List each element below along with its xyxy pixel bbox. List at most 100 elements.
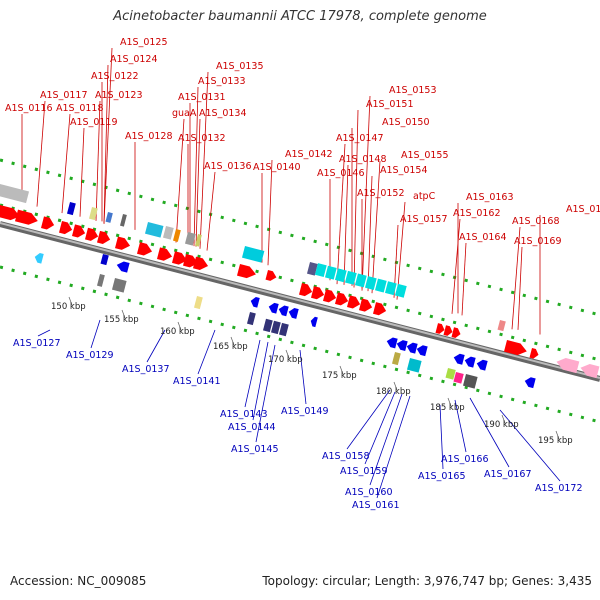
forward-gene-arrow	[358, 298, 373, 312]
reverse-label-a1s_0165: A1S_0165	[418, 471, 466, 482]
backbone	[0, 221, 600, 382]
forward-gene-arrow	[435, 323, 445, 334]
reverse-leader	[369, 393, 403, 486]
reverse-label-a1s_0166: A1S_0166	[441, 454, 489, 465]
gene-grey	[162, 226, 174, 240]
forward-label-a1s_0168: A1S_0168	[512, 216, 560, 227]
reverse-label-a1s_0158: A1S_0158	[322, 451, 370, 462]
reverse-label-a1s_0145: A1S_0145	[231, 444, 279, 455]
forward-label-a1s_0132: A1S_0132	[178, 133, 226, 144]
kbp-tick-label: 155 kbp	[104, 315, 139, 325]
forward-leader	[336, 143, 346, 285]
gene-block	[445, 368, 456, 380]
gene-cyan	[241, 246, 265, 263]
forward-label-a1s_0124: A1S_0124	[110, 54, 158, 65]
kbp-tick-mark	[68, 296, 73, 306]
reverse-leader	[346, 389, 391, 450]
forward-gene-arrow	[40, 216, 55, 230]
accession-text: Accession: NC_009085	[10, 574, 147, 588]
reverse-gene-arrow	[453, 353, 465, 365]
kbp-tick-label: 150 kbp	[51, 302, 86, 312]
reverse-leader	[439, 404, 444, 470]
reverse-gene-arrow	[310, 316, 318, 328]
reverse-label-a1s_0167: A1S_0167	[484, 469, 532, 480]
reverse-gene-arrow	[464, 356, 476, 368]
kbp-ticks: 150 kbp 155 kbp 160 kbp 165 kbp 170 kbp 175 k…	[51, 296, 573, 446]
gene-block	[193, 296, 203, 310]
reverse-gene-arrow	[406, 342, 418, 354]
forward-gene-arrow	[346, 295, 361, 309]
reverse-label-a1s_0149: A1S_0149	[281, 406, 329, 417]
reverse-gene-arrow	[396, 340, 408, 352]
gene-grey	[184, 232, 196, 246]
gene-orange	[172, 228, 181, 242]
reverse-leader	[90, 319, 101, 349]
topology-text: Topology: circular; Length: 3,976,747 bp…	[262, 574, 592, 588]
kbp-tick-mark	[177, 321, 182, 331]
kbp-tick-mark	[555, 430, 560, 440]
forward-label-a1s_0118: A1S_0118	[56, 103, 104, 114]
forward-gene-arrow	[443, 325, 453, 336]
gene-cyan	[394, 283, 407, 298]
reverse-leader	[469, 397, 510, 468]
forward-label-a1s_0170: A1S_0170	[566, 204, 600, 215]
reverse-label-a1s_0143: A1S_0143	[220, 409, 268, 420]
gene-block	[119, 214, 127, 227]
kbp-tick-mark	[339, 365, 344, 375]
reverse-leader	[454, 399, 467, 453]
forward-leader	[371, 160, 381, 294]
forward-label-a1s_0148: A1S_0148	[339, 154, 387, 165]
reverse-gene-arrow	[288, 308, 299, 319]
label-leader-lines	[21, 47, 561, 499]
forward-gene-arrow	[236, 264, 256, 279]
forward-label-a1s_0147: A1S_0147	[336, 133, 384, 144]
gene-pink	[497, 320, 506, 332]
gene-grey	[111, 278, 127, 293]
forward-gene-arrow	[0, 205, 20, 221]
forward-leader	[353, 109, 359, 288]
gene-block	[270, 320, 281, 335]
kbp-tick-label: 160 kbp	[160, 327, 195, 337]
forward-label-a1s_0136: A1S_0136	[204, 161, 252, 172]
forward-gene-arrow	[451, 327, 461, 338]
forward-label-a1s_0131: A1S_0131	[178, 92, 226, 103]
gene-cyan	[364, 276, 377, 290]
reverse-gene-arrow	[250, 297, 260, 308]
gene-block	[518, 374, 524, 379]
forward-leader	[36, 100, 46, 207]
dotted-guides	[0, 158, 600, 424]
forward-gene-arrow	[96, 230, 111, 244]
dotted-line-mid-top	[0, 203, 600, 362]
forward-gene-arrow	[171, 251, 188, 265]
gene-cyan	[314, 263, 327, 278]
genome-map: 150 kbp 155 kbp 160 kbp 165 kbp 170 kbp 175 k…	[0, 37, 600, 511]
gene-grey	[462, 374, 478, 389]
gene-cyan	[324, 265, 337, 280]
forward-leader	[61, 113, 71, 214]
forward-label-a1s_0162: A1S_0162	[453, 208, 501, 219]
forward-leader	[103, 64, 109, 223]
forward-label-a1s_0155: A1S_0155	[401, 150, 449, 161]
reverse-gene-arrow	[416, 345, 428, 357]
gene-block	[306, 262, 318, 276]
forward-label-a1s_0152: A1S_0152	[357, 188, 405, 199]
gene-block	[391, 352, 401, 366]
forward-gene-arrow	[84, 227, 99, 241]
reverse-leader	[376, 395, 411, 499]
forward-label-a1s_0169: A1S_0169	[514, 236, 562, 247]
kbp-tick-mark	[393, 381, 398, 391]
reverse-gene-arrow	[386, 337, 398, 349]
reverse-leader	[197, 329, 216, 375]
forward-label-a1s_0125: A1S_0125	[120, 37, 168, 48]
kbp-tick-mark	[121, 309, 126, 319]
forward-leader	[206, 171, 216, 251]
gene-cyan	[406, 358, 422, 373]
forward-leader	[343, 164, 349, 285]
page-title: Acinetobacter baumannii ATCC 17978, comp…	[113, 9, 487, 24]
kbp-tick-label: 175 kbp	[322, 371, 357, 381]
gene-block	[262, 318, 273, 333]
forward-leader	[396, 201, 406, 300]
forward-label-a1s_0151: A1S_0151	[366, 99, 414, 110]
gene-cyan	[334, 268, 347, 283]
